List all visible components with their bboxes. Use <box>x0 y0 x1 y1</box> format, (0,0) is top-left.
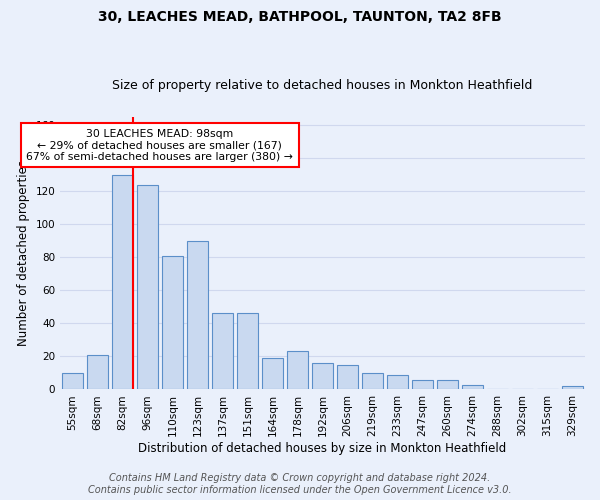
Title: Size of property relative to detached houses in Monkton Heathfield: Size of property relative to detached ho… <box>112 79 533 92</box>
Bar <box>162 256 183 390</box>
Bar <box>237 314 258 390</box>
X-axis label: Distribution of detached houses by size in Monkton Heathfield: Distribution of detached houses by size … <box>139 442 506 455</box>
Bar <box>137 184 158 390</box>
Bar <box>87 355 108 390</box>
Bar <box>562 386 583 390</box>
Bar <box>187 240 208 390</box>
Bar <box>462 384 483 390</box>
Bar <box>337 364 358 390</box>
Bar <box>387 374 408 390</box>
Text: Contains HM Land Registry data © Crown copyright and database right 2024.
Contai: Contains HM Land Registry data © Crown c… <box>88 474 512 495</box>
Bar <box>412 380 433 390</box>
Bar <box>262 358 283 390</box>
Bar <box>312 363 333 390</box>
Bar <box>112 174 133 390</box>
Bar <box>437 380 458 390</box>
Y-axis label: Number of detached properties: Number of detached properties <box>17 160 30 346</box>
Bar <box>62 373 83 390</box>
Bar <box>287 352 308 390</box>
Bar <box>362 373 383 390</box>
Text: 30, LEACHES MEAD, BATHPOOL, TAUNTON, TA2 8FB: 30, LEACHES MEAD, BATHPOOL, TAUNTON, TA2… <box>98 10 502 24</box>
Text: 30 LEACHES MEAD: 98sqm
← 29% of detached houses are smaller (167)
67% of semi-de: 30 LEACHES MEAD: 98sqm ← 29% of detached… <box>26 129 293 162</box>
Bar <box>212 314 233 390</box>
